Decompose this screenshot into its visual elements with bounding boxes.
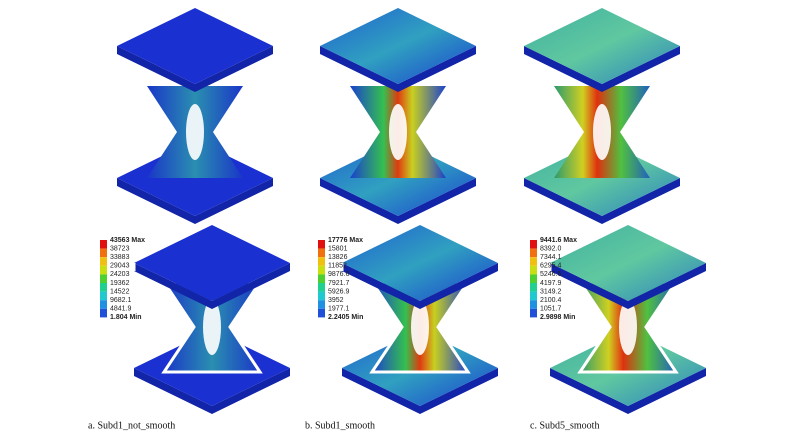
plate-side [550,368,706,414]
legend-swatch [100,265,107,275]
legend-label: 2.2405 Min [328,314,363,321]
legend-label: 17776 Max [328,237,363,244]
legend-label: 5926.9 [328,288,350,295]
specimen-section [340,225,498,414]
specimen-top [524,8,680,224]
legend-label: 11852 [328,263,347,270]
plate-top [550,225,706,301]
hole [411,299,429,355]
plate-side [320,46,476,92]
legend-label: 3149.2 [540,288,562,295]
hole [389,104,407,160]
hole [619,299,637,355]
plate-side [134,368,290,414]
legend-swatch [318,248,325,258]
legend-swatch [318,291,325,301]
legend-label: 9682.1 [110,297,132,304]
plate-side [342,368,498,414]
plate-side [117,46,273,92]
specimen-section [548,225,706,414]
plate-side [524,178,680,224]
legend-swatch [318,300,325,309]
legend-label: 38723 [110,245,130,252]
legend-label: 3952 [328,297,344,304]
legend-label: 1051.7 [540,306,562,313]
hole [203,299,221,355]
legend-label: 7344.1 [540,254,562,261]
legend-label: 15801 [328,245,348,252]
legend-label: 14522 [110,288,130,295]
plate-side [342,263,498,309]
legend-swatch [318,308,325,318]
legend-swatch [100,308,107,318]
legend-swatch [100,257,107,266]
legend-label: 2100.4 [540,297,562,304]
plate-side [320,178,476,224]
legend-label: 6295.4 [540,263,562,270]
legend-label: 2.9898 Min [540,314,575,321]
plate-top [342,225,498,301]
legend-swatch [100,274,107,283]
legend-swatch [530,283,537,292]
hole [593,104,611,160]
legend-label: 7921.7 [328,280,350,287]
legend-label: 9876.6 [328,271,350,278]
legend-swatch [530,300,537,309]
specimen-top [320,8,476,224]
legend-swatch [318,240,325,249]
legend-swatch [100,248,107,258]
legend-label: 43563 Max [110,237,145,244]
legend-swatch [100,300,107,309]
legend-swatch [318,265,325,275]
legend-label: 9441.6 Max [540,237,577,244]
specimen-section [132,225,290,414]
legend-swatch [530,257,537,266]
legend-label: 19362 [110,280,130,287]
legend-label: 1977.1 [328,306,350,313]
legend-swatch [318,274,325,283]
plate-side [117,178,273,224]
legend-swatch [530,240,537,249]
legend-swatch [530,291,537,301]
legend-label: 5246.6 [540,271,562,278]
legend-label: 13826 [328,254,348,261]
legend-swatch [100,291,107,301]
plate-side [134,263,290,309]
plate-side [524,46,680,92]
legend-swatch [530,265,537,275]
caption: b. Subd1_smooth [305,420,375,431]
plate-top [134,225,290,301]
legend-swatch [318,257,325,266]
legend-swatch [530,248,537,258]
plate-top [524,8,680,84]
legend-swatch [318,283,325,292]
specimen-top [117,8,273,224]
plate-top [320,8,476,84]
caption: c. Subd5_smooth [530,420,599,431]
legend-label: 1.804 Min [110,314,142,321]
legend-swatch [530,308,537,318]
legend-label: 4841.9 [110,306,132,313]
legend-label: 29043 [110,263,130,270]
legend-swatch [530,274,537,283]
legend-label: 33883 [110,254,130,261]
plate-side [550,263,706,309]
plate-top [117,8,273,84]
legend-swatch [100,240,107,249]
legend-swatch [100,283,107,292]
legend-label: 4197.9 [540,280,562,287]
hole [186,104,204,160]
legend-label: 8392.0 [540,245,562,252]
caption: a. Subd1_not_smooth [88,420,175,431]
legend-label: 24203 [110,271,130,278]
